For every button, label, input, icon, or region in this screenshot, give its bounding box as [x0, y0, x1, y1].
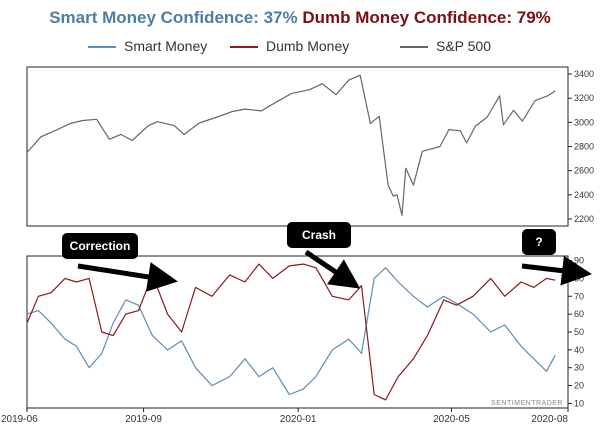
sp500-line — [26, 74, 556, 216]
annotation-box — [62, 233, 138, 259]
top-panel-frame — [26, 66, 569, 227]
x-tick-label: 2019-06 — [1, 414, 38, 425]
annotation-box — [287, 222, 351, 248]
series-layer — [26, 74, 556, 401]
watermark: SENTIMENTRADER — [491, 400, 563, 407]
bottom-y-tick-label: 50 — [574, 327, 584, 337]
top-y-axis: 2200 2400 2600 2800 3000 3200 3400 — [568, 69, 594, 224]
bottom-y-tick-label: 60 — [574, 309, 584, 319]
smart-money-title: Smart Money Confidence: 37% — [49, 8, 298, 27]
annotation-label: Crash — [302, 228, 336, 242]
annotation-label: ? — [535, 235, 542, 249]
annotation-label: Correction — [70, 239, 131, 253]
top-y-tick-label: 3400 — [574, 69, 594, 79]
legend-line-sp500 — [400, 46, 428, 49]
legend-line-smart — [88, 46, 116, 49]
x-tick-label: 2020-08 — [531, 414, 568, 425]
bottom-y-tick-label: 30 — [574, 363, 584, 373]
annotation-arrow — [521, 255, 592, 286]
legend-line-dumb — [230, 46, 258, 49]
bottom-y-tick-label: 40 — [574, 345, 584, 355]
annotation-arrow — [304, 249, 361, 289]
top-y-tick-label: 2200 — [574, 214, 594, 224]
bottom-panel-frame — [26, 255, 569, 409]
bottom-y-tick-label: 20 — [574, 381, 584, 391]
dumb-money-line — [26, 263, 556, 401]
bottom-y-tick-label: 90 — [574, 256, 584, 266]
legend-dumb-money: Dumb Money — [230, 38, 349, 54]
annotation-arrow — [77, 262, 178, 292]
bottom-y-tick-label: 70 — [574, 291, 584, 301]
legend: Smart Money Dumb Money S&P 500 — [0, 38, 600, 60]
bottom-y-tick-label: 10 — [574, 398, 584, 408]
dumb-money-title: Dumb Money Confidence: 79% — [302, 8, 551, 27]
legend-label-dumb: Dumb Money — [266, 38, 350, 54]
top-y-tick-label: 2800 — [574, 142, 594, 152]
top-y-tick-label: 2600 — [574, 166, 594, 176]
chart-title: Smart Money Confidence: 37% Dumb Money C… — [0, 8, 600, 28]
legend-label-sp500: S&P 500 — [436, 38, 492, 54]
legend-sp500: S&P 500 — [400, 38, 491, 54]
legend-label-smart: Smart Money — [124, 38, 208, 54]
top-y-tick-label: 2400 — [574, 190, 594, 200]
top-y-tick-label: 3000 — [574, 117, 594, 127]
x-tick-label: 2020-05 — [433, 414, 470, 425]
annotation-layer: Correction Crash? — [62, 222, 592, 292]
top-y-tick-label: 3200 — [574, 93, 594, 103]
x-axis: 2019-06 2019-09 2020-01 2020-05 2020-08 — [1, 408, 569, 425]
x-tick-label: 2020-01 — [280, 414, 317, 425]
legend-smart-money: Smart Money — [88, 38, 207, 54]
annotation-box — [522, 229, 556, 255]
x-tick-label: 2019-09 — [125, 414, 162, 425]
smart-money-line — [26, 267, 556, 396]
